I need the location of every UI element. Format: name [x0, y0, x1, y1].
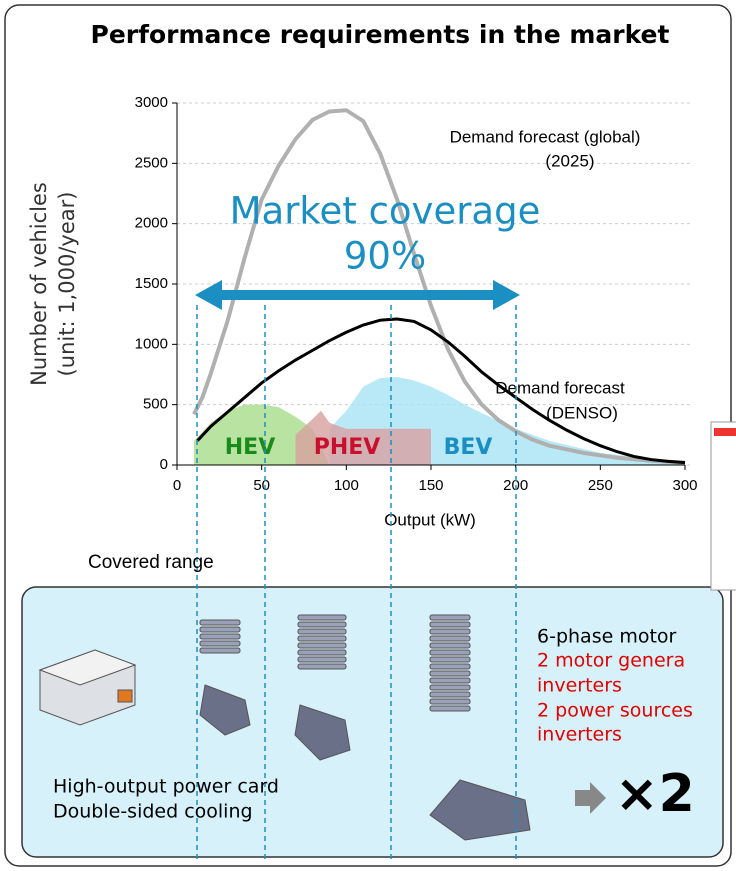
- line-label: (DENSO): [546, 403, 618, 422]
- card: [297, 635, 347, 642]
- panel-text: 2 power sources: [537, 700, 693, 722]
- arrow-head: [195, 280, 222, 310]
- panel-text: 2 motor genera: [537, 650, 685, 672]
- card: [199, 647, 241, 654]
- card: [429, 705, 471, 712]
- card: [429, 691, 471, 698]
- area-label: BEV: [444, 435, 493, 460]
- x-tick-label: 50: [253, 477, 270, 494]
- x-tick-label: 150: [418, 477, 443, 494]
- panel-text: Double-sided cooling: [53, 801, 253, 823]
- card: [429, 663, 471, 670]
- card: [297, 628, 347, 635]
- card: [429, 621, 471, 628]
- card: [297, 663, 347, 670]
- card: [429, 684, 471, 691]
- x-tick-label: 300: [672, 477, 697, 494]
- panel-text: High-output power card: [53, 776, 279, 798]
- line: [196, 317, 686, 465]
- y-axis-label: Number of vehicles: [27, 182, 51, 386]
- card: [429, 649, 471, 656]
- chart-title: Performance requirements in the market: [90, 20, 670, 49]
- x-tick-label: 0: [173, 477, 181, 494]
- card: [429, 614, 471, 621]
- panel-text: Covered range: [88, 552, 214, 573]
- card: [429, 698, 471, 705]
- x-tick-label: 100: [334, 477, 359, 494]
- panel-text: ×2: [615, 764, 695, 824]
- card: [429, 642, 471, 649]
- line-label: Demand forecast (global): [450, 127, 641, 146]
- card: [199, 640, 241, 647]
- panel-text: 6-phase motor: [537, 626, 677, 648]
- line: [192, 108, 686, 465]
- panel: [21, 586, 724, 858]
- card: [297, 642, 347, 649]
- y-tick-label: 2000: [135, 215, 168, 232]
- card: [429, 628, 471, 635]
- y-tick-label: 2500: [135, 154, 168, 171]
- card: [429, 635, 471, 642]
- card: [297, 649, 347, 656]
- y-tick-label: 500: [143, 396, 168, 413]
- annotation: Market coverage: [230, 190, 541, 233]
- y-tick-label: 0: [160, 456, 168, 473]
- y-tick-label: 1000: [135, 335, 168, 352]
- x-axis-label: Output (kW): [384, 510, 476, 529]
- line-label: (2025): [545, 151, 594, 170]
- card: [297, 621, 347, 628]
- panel-text: inverters: [537, 724, 622, 746]
- card: [429, 656, 471, 663]
- y-tick-label: 3000: [135, 94, 168, 111]
- card: [199, 619, 241, 626]
- panel-text: inverters: [537, 675, 622, 697]
- card: [429, 677, 471, 684]
- annotation: 90%: [344, 235, 426, 278]
- components: [38, 614, 606, 841]
- y-axis-label: (unit: 1,000/year): [55, 192, 79, 377]
- x-tick-label: 250: [588, 477, 613, 494]
- line-label: Demand forecast: [495, 378, 625, 397]
- card: [429, 670, 471, 677]
- card: [199, 626, 241, 633]
- area-label: PHEV: [314, 435, 381, 460]
- card: [297, 656, 347, 663]
- area-label: HEV: [225, 435, 275, 460]
- card: [199, 633, 241, 640]
- y-tick-label: 1500: [135, 275, 168, 292]
- area: [295, 410, 431, 465]
- thumbnail: [710, 421, 736, 591]
- card: [297, 614, 347, 621]
- arrow-head: [493, 280, 520, 310]
